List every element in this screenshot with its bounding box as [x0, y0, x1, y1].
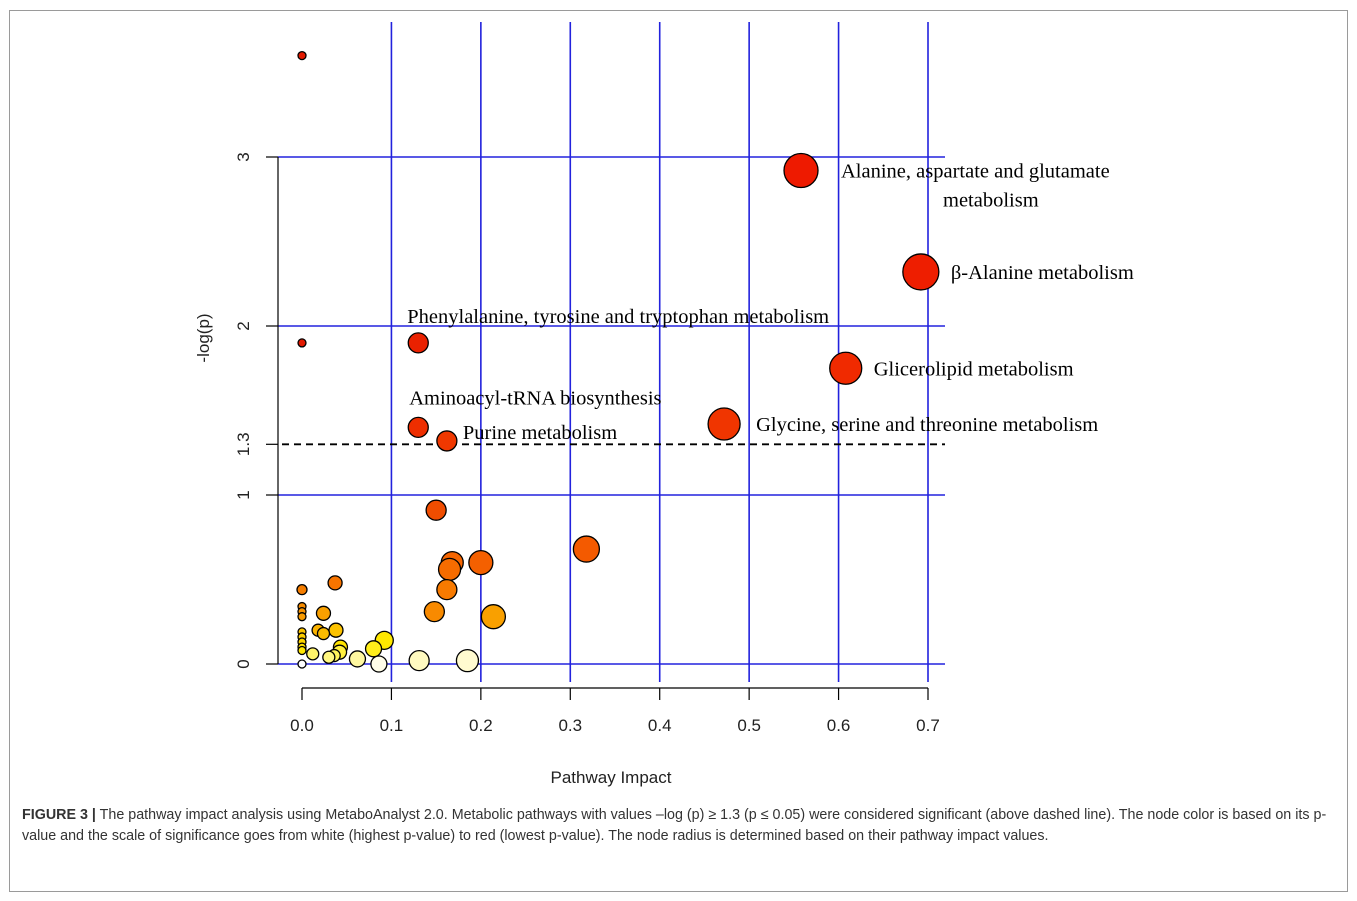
- pathway-label-line: Glicerolipid metabolism: [874, 358, 1074, 380]
- data-point: [328, 622, 344, 638]
- data-point: [407, 332, 429, 354]
- data-point: [455, 648, 480, 673]
- caption-text: The pathway impact analysis using Metabo…: [22, 807, 1327, 844]
- data-point: [423, 600, 446, 623]
- pathway-label-line: Aminoacyl-tRNA biosynthesis: [409, 387, 661, 409]
- data-point: [425, 499, 447, 521]
- data-point: [306, 647, 320, 661]
- data-point: [436, 578, 458, 601]
- data-points: [296, 50, 940, 673]
- data-point: [707, 407, 741, 441]
- y-tick-label: 0: [234, 659, 253, 668]
- pathway-label: Aminoacyl-tRNA biosynthesis: [409, 387, 661, 409]
- x-tick-label: 0.5: [737, 716, 761, 735]
- grid-lines: [278, 22, 945, 682]
- pathway-label: Glycine, serine and threonine metabolism: [756, 414, 1098, 436]
- figure-label: FIGURE 3 |: [22, 807, 96, 823]
- pathway-label-line: Purine metabolism: [463, 422, 617, 444]
- pathway-label: Glicerolipid metabolism: [874, 358, 1074, 380]
- pathway-label-line: Phenylalanine, tyrosine and tryptophan m…: [407, 306, 829, 328]
- point-labels: Alanine, aspartate and glutamate metaboli…: [407, 161, 1134, 444]
- x-axis-label: Pathway Impact: [551, 768, 672, 787]
- data-point: [572, 535, 601, 563]
- pathway-label-line: Glycine, serine and threonine metabolism: [756, 414, 1098, 436]
- data-point: [297, 50, 307, 61]
- data-point: [297, 338, 307, 348]
- pathway-impact-chart: 0 1 1.3 2 3 0.0 0.1 0.2 0.3 0.4 0.5 0.6 0.7 Alanine,…: [194, 22, 1134, 787]
- x-tick-label: 0.4: [648, 716, 672, 735]
- data-point: [296, 583, 308, 596]
- data-point: [322, 650, 336, 664]
- figure-frame: [9, 10, 1348, 892]
- pathway-label: Purine metabolism: [463, 422, 617, 444]
- data-point: [480, 604, 507, 630]
- pathway-label-line: Alanine, aspartate and glutamate: [841, 161, 1110, 183]
- pathway-label-line: β-Alanine metabolism: [951, 262, 1134, 284]
- data-point: [468, 549, 494, 576]
- y-tick-label: 1: [234, 490, 253, 499]
- data-point: [829, 351, 863, 385]
- y-tick-label: 1.3: [234, 432, 253, 456]
- y-tick-label: 2: [234, 321, 253, 330]
- data-point: [436, 430, 458, 452]
- pathway-label: Alanine, aspartate and glutamate metaboli…: [841, 161, 1110, 212]
- pathway-label: β-Alanine metabolism: [951, 262, 1134, 284]
- y-tick-label: 3: [234, 152, 253, 161]
- data-point: [408, 649, 430, 672]
- data-point: [370, 655, 388, 673]
- x-tick-label: 0.2: [469, 716, 493, 735]
- data-point: [407, 416, 429, 439]
- x-tick-label: 0.3: [558, 716, 582, 735]
- axes: 0 1 1.3 2 3 0.0 0.1 0.2 0.3 0.4 0.5 0.6 0.7: [234, 152, 940, 735]
- x-tick-label: 0.7: [916, 716, 940, 735]
- data-point: [348, 650, 367, 668]
- data-point: [297, 659, 307, 669]
- x-tick-label: 0.6: [827, 716, 851, 735]
- data-point: [327, 575, 343, 591]
- data-point: [364, 640, 383, 658]
- data-point: [315, 605, 332, 621]
- data-point: [902, 253, 940, 291]
- data-point: [783, 152, 819, 189]
- data-point: [316, 626, 331, 641]
- figure-caption: FIGURE 3 | The pathway impact analysis u…: [22, 805, 1332, 847]
- pathway-label: Phenylalanine, tyrosine and tryptophan m…: [407, 306, 829, 328]
- y-axis-label: -log(p): [194, 313, 213, 362]
- pathway-label-line: metabolism: [943, 190, 1039, 212]
- data-point: [297, 645, 307, 656]
- data-point: [297, 612, 307, 622]
- x-tick-label: 0.1: [380, 716, 404, 735]
- x-tick-label: 0.0: [290, 716, 314, 735]
- data-point: [437, 557, 462, 582]
